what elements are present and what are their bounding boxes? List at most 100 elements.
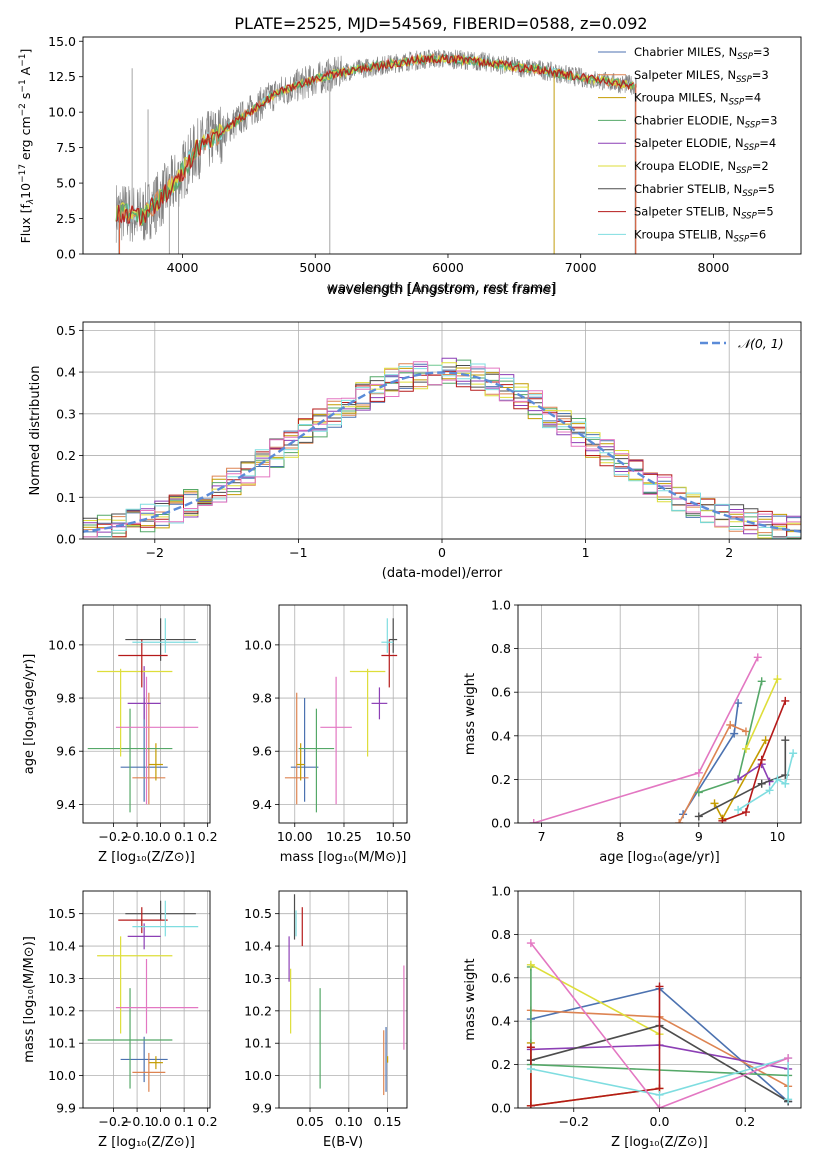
weight-point-marker xyxy=(765,786,774,795)
y-axis-label: mass weight xyxy=(463,673,478,755)
y-tick-label: 0.6 xyxy=(491,970,511,985)
legend-entry: Kroupa ELODIE, NSSP=2 xyxy=(634,159,769,176)
weight-series-line xyxy=(533,656,759,823)
weight-vs-metallicity-panel: −0.2 0.0 0.2 0.0 0.2 0.4 0.6 0.8 1.0 Z [log₁₀(Z/Z… xyxy=(463,884,802,1150)
legend-entry: Chabrier ELODIE, NSSP=3 xyxy=(634,113,777,130)
x-tick-label: 4000 xyxy=(167,260,199,275)
x-axis-label: Z [log₁₀(Z/Z⊙)] xyxy=(98,1135,195,1150)
x-tick-label: 0.15 xyxy=(374,1114,402,1129)
x-tick-label: 10.50 xyxy=(375,829,411,844)
y-tick-label: 12.5 xyxy=(48,69,76,84)
weight-series-line xyxy=(722,700,787,822)
observed-spectrum-line xyxy=(115,49,637,243)
x-tick-label: −1 xyxy=(289,545,307,560)
weight-point-marker xyxy=(730,729,739,738)
y-tick-label: 10.0 xyxy=(244,1068,272,1083)
grid xyxy=(83,322,801,540)
mass-vs-metallicity-panel: −0.2−0.10.0 0.1 0.2 9.9 10.0 10.1 10.2 10.3 10.4… xyxy=(22,890,218,1150)
model-fit-line xyxy=(115,53,635,227)
weight-point-marker xyxy=(773,775,782,784)
axes-frame xyxy=(517,604,802,824)
weight-point-marker xyxy=(655,982,664,991)
y-tick-label: 1.0 xyxy=(491,884,511,899)
weight-point-marker xyxy=(781,736,790,745)
weight-point-marker xyxy=(726,720,735,729)
x-tick-label: −0.1 xyxy=(122,829,152,844)
x-tick-label: −0.2 xyxy=(98,829,128,844)
x-tick-label: 0 xyxy=(438,545,446,560)
weight-point-marker xyxy=(526,1101,535,1108)
plot-area xyxy=(284,618,398,813)
weight-point-marker xyxy=(694,788,703,797)
weight-point-marker xyxy=(757,677,766,686)
weight-point-marker xyxy=(694,812,703,821)
weight-point-marker xyxy=(741,744,750,753)
x-tick-label: 1 xyxy=(582,545,590,560)
y-tick-label: 9.8 xyxy=(56,691,76,706)
y-axis-label: mass weight xyxy=(463,958,478,1040)
y-tick-label: 9.6 xyxy=(252,744,272,759)
weight-point-marker xyxy=(529,819,538,823)
axes-frame xyxy=(82,321,802,540)
weight-point-marker xyxy=(526,939,535,948)
weight-point-marker xyxy=(741,808,750,817)
y-tick-label: 0.4 xyxy=(491,728,511,743)
x-tick-label: 7 xyxy=(538,829,546,844)
x-tick-label: 10 xyxy=(769,829,785,844)
weight-point-marker xyxy=(710,799,719,808)
legend-entry: Salpeter ELODIE, NSSP=4 xyxy=(634,136,776,153)
y-tick-label: 10.4 xyxy=(244,939,272,954)
residual-histogram-step xyxy=(83,361,801,538)
legend-entry: 𝒩(0, 1) xyxy=(738,336,784,351)
legend-entry: Kroupa STELIB, NSSP=6 xyxy=(634,227,766,244)
residual-histogram-step xyxy=(83,363,801,539)
x-axis-label: age [log₁₀(age/yr)] xyxy=(599,850,720,865)
y-axis-label: age [log₁₀(age/yr)] xyxy=(22,654,37,775)
x-axis-label: wavelength [Angstrom, rest frame] xyxy=(328,281,557,296)
weight-series-line xyxy=(530,986,661,1107)
legend-entry: Kroupa MILES, NSSP=4 xyxy=(634,91,761,108)
weight-point-marker xyxy=(734,805,743,814)
mass-vs-ebv-panel: 0.05 0.10 0.15 9.9 10.0 10.1 10.2 10.3 10.4 10.5 E… xyxy=(244,890,408,1150)
x-tick-label: 0.2 xyxy=(198,1114,218,1129)
weight-series-line xyxy=(698,740,787,818)
y-tick-label: 9.6 xyxy=(56,744,76,759)
y-axis-label: Flux [fλ10−17 erg cm−2 s−1 A−1] xyxy=(18,49,36,244)
grid xyxy=(279,891,407,1109)
x-tick-label: 6000 xyxy=(432,260,464,275)
x-tick-label: 8000 xyxy=(698,260,730,275)
plot-area xyxy=(115,49,637,254)
y-tick-label: 0.0 xyxy=(56,247,76,262)
y-tick-label: 10.4 xyxy=(48,939,76,954)
weight-point-marker xyxy=(741,727,750,736)
x-tick-label: 0.1 xyxy=(174,1114,194,1129)
axes-frame xyxy=(82,604,211,824)
y-tick-label: 9.4 xyxy=(56,797,76,812)
x-tick-label: 0.05 xyxy=(296,1114,324,1129)
y-tick-label: 0.0 xyxy=(56,532,76,547)
x-tick-label: 0.10 xyxy=(335,1114,363,1129)
weight-point-marker xyxy=(781,779,790,788)
legend-entry: Salpeter STELIB, NSSP=5 xyxy=(634,205,774,222)
weight-point-marker xyxy=(757,779,766,788)
y-tick-label: 9.4 xyxy=(252,797,272,812)
x-axis-label: (data-model)/error xyxy=(382,566,503,581)
axes-frame xyxy=(82,890,211,1109)
legend-entry: Salpeter MILES, NSSP=3 xyxy=(634,68,769,85)
legend: Chabrier MILES, NSSP=3 Salpeter MILES, NS… xyxy=(598,45,777,244)
x-axis-label: mass [log₁₀(M/M⊙)] xyxy=(280,850,407,865)
x-tick-label: −2 xyxy=(146,545,164,560)
weight-point-marker xyxy=(734,775,743,784)
plot-area xyxy=(529,653,798,823)
y-axis-label: mass [log₁₀(M/M⊙)] xyxy=(22,936,37,1063)
y-tick-label: 10.5 xyxy=(244,906,272,921)
x-tick-label: 0.2 xyxy=(735,1114,755,1129)
normal-reference-curve xyxy=(83,371,801,533)
y-tick-label: 0.2 xyxy=(491,1057,511,1072)
y-tick-label: 0.4 xyxy=(56,365,76,380)
weight-series-line xyxy=(682,702,739,815)
y-tick-label: 0.0 xyxy=(491,1101,511,1116)
axes-frame xyxy=(517,890,802,1109)
y-tick-label: 0.2 xyxy=(491,772,511,787)
